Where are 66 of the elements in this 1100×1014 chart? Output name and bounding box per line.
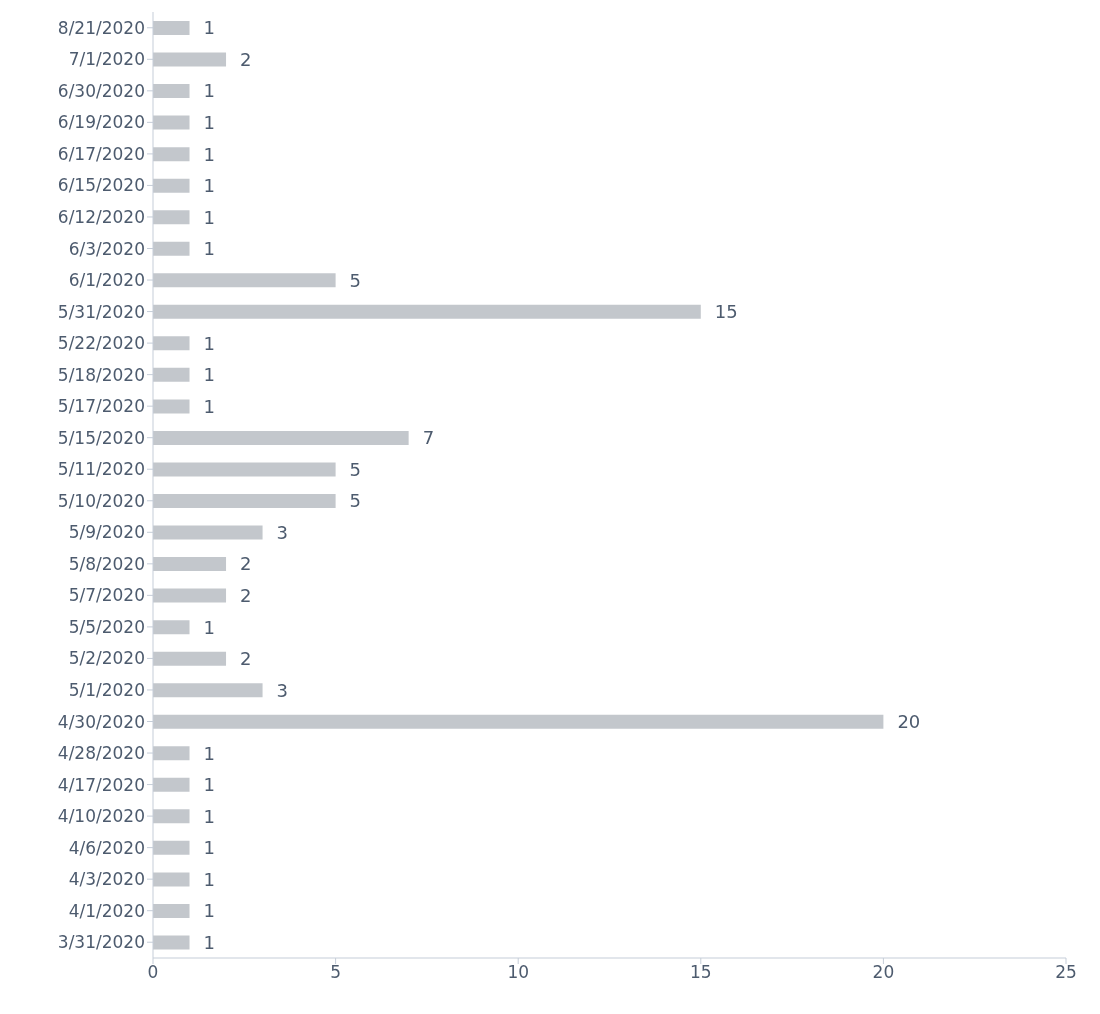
data-label: 1 xyxy=(203,774,215,796)
y-tick-label: 4/28/2020 xyxy=(57,743,145,764)
y-tick-label: 5/2/2020 xyxy=(68,648,145,669)
data-label: 1 xyxy=(203,868,215,890)
y-tick-label: 4/6/2020 xyxy=(68,837,145,858)
y-tick-label: 5/18/2020 xyxy=(57,364,145,385)
x-tick-label: 25 xyxy=(1055,962,1077,983)
data-label: 5 xyxy=(349,490,362,512)
data-label: 1 xyxy=(203,238,215,260)
data-label: 2 xyxy=(240,648,252,670)
y-tick-label: 6/17/2020 xyxy=(57,143,145,164)
x-tick-label: 15 xyxy=(689,962,712,983)
y-tick-label: 6/19/2020 xyxy=(57,112,145,133)
data-label: 3 xyxy=(276,521,289,543)
data-label: 5 xyxy=(349,458,362,480)
x-tick-label: 20 xyxy=(872,962,895,983)
data-label: 2 xyxy=(240,48,252,70)
data-label: 15 xyxy=(714,301,738,323)
y-tick-label: 5/7/2020 xyxy=(68,585,145,606)
data-label: 1 xyxy=(203,80,215,102)
data-label: 1 xyxy=(203,395,215,417)
data-label: 7 xyxy=(422,427,435,449)
data-label: 20 xyxy=(897,711,921,733)
y-tick-label: 5/5/2020 xyxy=(68,616,145,637)
y-tick-label: 6/30/2020 xyxy=(57,80,145,101)
x-tick-label: 5 xyxy=(330,962,342,983)
x-tick-label: 0 xyxy=(147,962,159,983)
y-tick-label: 4/3/2020 xyxy=(68,869,145,890)
y-tick-label: 4/10/2020 xyxy=(57,806,145,827)
y-tick-label: 4/1/2020 xyxy=(68,900,145,921)
data-label: 5 xyxy=(349,269,362,291)
data-label: 1 xyxy=(203,206,215,228)
y-tick-label: 4/30/2020 xyxy=(57,711,145,732)
y-tick-label: 3/31/2020 xyxy=(57,932,145,953)
data-label: 2 xyxy=(240,584,252,606)
y-tick-label: 6/1/2020 xyxy=(68,270,145,291)
y-tick-label: 5/15/2020 xyxy=(57,427,145,448)
y-tick-label: 5/11/2020 xyxy=(57,459,145,480)
data-label: 1 xyxy=(203,111,215,133)
y-tick-label: 6/12/2020 xyxy=(57,207,145,227)
data-label: 2 xyxy=(240,553,252,575)
data-label: 1 xyxy=(203,900,215,922)
data-label: 1 xyxy=(203,742,215,764)
y-tick-label: 5/9/2020 xyxy=(68,522,145,543)
data-label: 1 xyxy=(203,837,215,859)
y-tick-label: 5/17/2020 xyxy=(57,396,145,417)
y-tick-label: 5/8/2020 xyxy=(68,553,145,574)
y-tick-label: 6/3/2020 xyxy=(68,238,145,259)
data-label: 1 xyxy=(203,143,215,165)
y-tick-label: 5/1/2020 xyxy=(68,680,145,700)
y-tick-label: 4/17/2020 xyxy=(57,774,145,795)
data-label: 1 xyxy=(203,805,215,827)
data-label: 1 xyxy=(203,616,215,638)
data-label: 1 xyxy=(203,17,215,39)
y-tick-label: 5/31/2020 xyxy=(57,301,145,322)
y-tick-label: 7/1/2020 xyxy=(68,49,145,70)
y-tick-label: 6/15/2020 xyxy=(57,175,145,196)
x-tick-label: 10 xyxy=(507,962,530,983)
data-label: 1 xyxy=(203,931,215,953)
data-label: 1 xyxy=(203,364,215,386)
data-label: 1 xyxy=(203,332,215,354)
y-tick-label: 5/10/2020 xyxy=(57,490,145,511)
y-tick-label: 8/21/2020 xyxy=(57,17,145,38)
y-tick-label: 5/22/2020 xyxy=(57,333,145,354)
data-label: 3 xyxy=(276,679,289,701)
data-label: 1 xyxy=(203,175,215,197)
